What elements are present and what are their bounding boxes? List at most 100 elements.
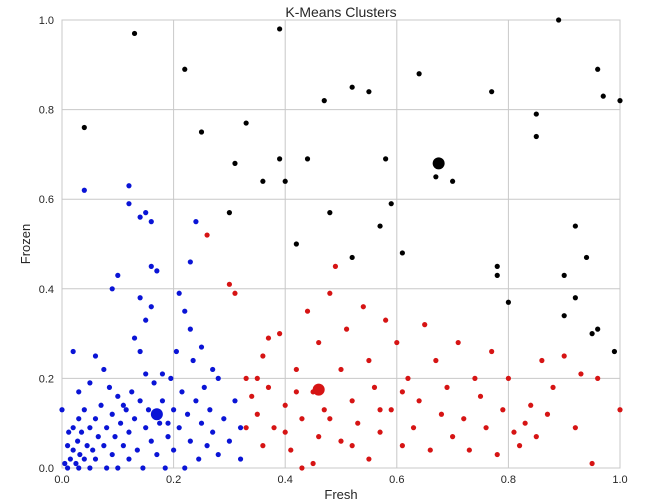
scatter-point [533, 111, 539, 117]
scatter-point [611, 348, 618, 355]
scatter-point [137, 348, 143, 355]
scatter-point [544, 411, 551, 417]
scatter-point [204, 443, 210, 449]
scatter-point [377, 407, 383, 413]
scatter-point [595, 326, 601, 332]
scatter-point [70, 348, 76, 355]
scatter-point [349, 443, 355, 449]
scatter-point [198, 344, 205, 350]
scatter-point [98, 402, 104, 408]
y-tick-label: 0.6 [39, 194, 54, 206]
scatter-point [168, 375, 174, 381]
scatter-point [171, 407, 177, 413]
scatter-point [117, 420, 124, 426]
scatter-point [349, 398, 355, 404]
scatter-point [237, 425, 244, 431]
y-axis-label: Frozen [18, 224, 33, 264]
scatter-point [511, 429, 517, 435]
scatter-point [182, 66, 188, 72]
scatter-point [120, 402, 126, 408]
scatter-point [483, 425, 489, 431]
scatter-point [494, 272, 500, 278]
scatter-point [64, 465, 71, 471]
scatter-point [288, 447, 294, 453]
scatter-point [455, 339, 461, 346]
scatter-point [461, 416, 467, 422]
scatter-point [243, 425, 249, 431]
scatter-point [433, 357, 439, 364]
scatter-point [226, 281, 232, 287]
scatter-point [126, 183, 132, 189]
scatter-point [282, 429, 288, 435]
scatter-point [78, 429, 85, 435]
scatter-point [427, 447, 433, 453]
scatter-point [81, 124, 87, 131]
scatter-point [472, 375, 478, 381]
scatter-point [338, 438, 344, 444]
scatter-point [299, 465, 305, 471]
scatter-point [561, 272, 567, 278]
scatter-point [578, 371, 584, 377]
scatter-point [539, 357, 545, 364]
scatter-point [505, 375, 511, 381]
scatter-point [210, 366, 216, 373]
scatter-point [388, 407, 394, 413]
centroid-point [312, 383, 325, 396]
scatter-point [332, 263, 339, 269]
scatter-point [282, 402, 288, 408]
scatter-point [159, 371, 166, 377]
scatter-point [104, 425, 110, 431]
scatter-point [422, 322, 428, 328]
scatter-point [226, 438, 232, 444]
scatter-point [226, 210, 232, 216]
x-tick-label: 0.0 [54, 474, 69, 486]
scatter-point [516, 443, 523, 449]
scatter-point [148, 304, 154, 310]
scatter-point [129, 389, 135, 395]
scatter-point [165, 434, 171, 440]
scatter-point [254, 411, 260, 417]
scatter-point [198, 129, 205, 135]
scatter-point [154, 451, 160, 458]
scatter-point [162, 465, 168, 471]
x-tick-label: 0.4 [278, 474, 293, 486]
scatter-point [123, 407, 129, 413]
scatter-point [277, 26, 283, 32]
scatter-point [528, 402, 534, 408]
scatter-point [81, 456, 87, 462]
scatter-point [179, 389, 185, 395]
scatter-point [148, 438, 154, 444]
scatter-point [148, 219, 154, 225]
scatter-point [221, 416, 227, 422]
scatter-point [316, 434, 322, 440]
scatter-point [73, 460, 79, 467]
scatter-point [87, 380, 93, 386]
scatter-point [282, 178, 288, 184]
scatter-point [572, 223, 578, 229]
scatter-point [232, 160, 238, 166]
scatter-point [310, 460, 316, 467]
scatter-point [101, 366, 107, 373]
scatter-point [131, 30, 138, 37]
scatter-point [466, 447, 472, 453]
scatter-point [137, 295, 143, 301]
scatter-point [360, 304, 366, 310]
scatter-point [438, 411, 445, 417]
scatter-point [104, 465, 110, 471]
scatter-point [500, 407, 506, 413]
scatter-point [67, 456, 73, 462]
scatter-point [154, 268, 160, 274]
scatter-point [207, 407, 213, 413]
scatter-point [165, 420, 171, 426]
y-tick-label: 1.0 [39, 15, 54, 27]
x-axis-label: Fresh [324, 487, 357, 502]
scatter-point [215, 451, 221, 458]
scatter-point [265, 384, 272, 390]
chart-title: K-Means Clusters [285, 4, 396, 20]
scatter-point [349, 84, 355, 90]
scatter-point [366, 89, 372, 95]
scatter-point [550, 384, 556, 390]
scatter-point [595, 375, 601, 381]
scatter-point [126, 201, 132, 207]
